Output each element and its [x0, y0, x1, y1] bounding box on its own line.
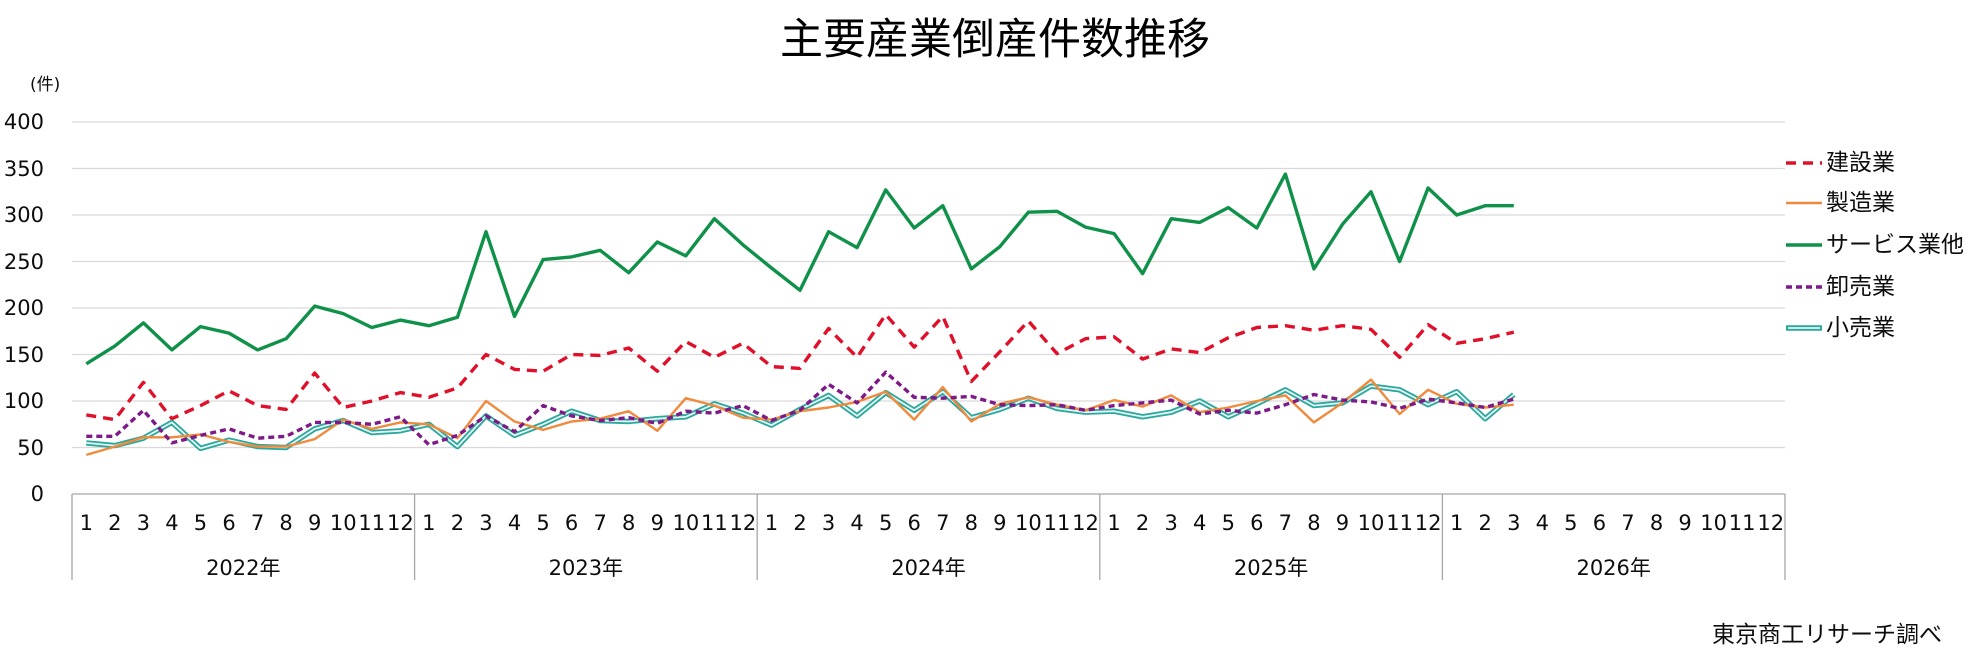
y-tick-label: 0	[30, 482, 44, 506]
x-month-label: 4	[165, 511, 179, 535]
y-tick-label: 100	[3, 389, 44, 413]
x-month-label: 2	[793, 511, 807, 535]
y-tick-label: 50	[17, 435, 44, 460]
x-month-label: 4	[1535, 511, 1549, 535]
series-services	[85, 172, 1514, 366]
legend-item-construction: 建設業	[1826, 150, 1895, 176]
x-month-label: 4	[1193, 511, 1207, 535]
x-month-label: 7	[250, 511, 265, 535]
series-wholesale	[86, 370, 1515, 447]
series-construction	[86, 312, 1515, 422]
x-month-label: 7	[1621, 511, 1635, 535]
x-month-label: 6	[222, 511, 236, 535]
x-month-label: 11	[701, 511, 728, 535]
x-month-label: 5	[193, 511, 208, 535]
y-tick-label: 350	[3, 156, 44, 181]
x-month-label: 2	[108, 511, 122, 535]
x-month-label: 12	[1757, 511, 1785, 535]
x-month-label: 6	[907, 511, 921, 535]
x-month-label: 5	[536, 511, 550, 535]
x-month-label: 1	[1449, 511, 1464, 535]
x-month-label: 4	[850, 511, 864, 535]
x-month-label: 4	[507, 511, 522, 535]
x-year-label: 2022年	[206, 556, 281, 580]
x-month-label: 10	[329, 511, 357, 535]
legend-swatches	[1786, 161, 1822, 331]
x-month-label: 1	[79, 511, 93, 535]
x-month-label: 1	[764, 511, 779, 535]
x-month-label: 3	[1507, 511, 1521, 535]
x-month-label: 8	[1649, 511, 1664, 535]
x-month-label: 2	[1135, 511, 1150, 535]
x-month-label: 5	[1564, 511, 1578, 535]
x-year-label: 2026年	[1576, 556, 1651, 580]
x-month-label: 1	[1107, 511, 1121, 535]
x-month-label: 3	[1164, 511, 1178, 535]
x-month-label: 10	[1015, 511, 1042, 535]
x-year-label: 2024年	[891, 556, 966, 580]
chart-title: 主要産業倒産件数推移	[780, 15, 1210, 65]
x-axis	[71, 493, 1786, 580]
x-month-label: 11	[1043, 511, 1071, 535]
x-month-label: 9	[993, 511, 1007, 535]
x-month-label: 3	[479, 511, 493, 535]
y-tick-label: 300	[3, 203, 44, 227]
x-month-label: 7	[936, 511, 950, 535]
x-month-label: 10	[1700, 511, 1727, 535]
source-credit: 東京商工リサーチ調べ	[1712, 622, 1942, 648]
y-tick-label: 150	[3, 342, 44, 367]
x-month-label: 12	[1072, 511, 1099, 535]
x-month-label: 5	[1221, 511, 1235, 535]
x-year-label: 2025年	[1233, 556, 1309, 580]
x-month-label: 3	[136, 511, 151, 535]
x-month-label: 7	[1278, 511, 1293, 535]
y-tick-label: 200	[3, 296, 44, 320]
x-month-label: 9	[307, 511, 322, 535]
x-month-label: 2	[1478, 511, 1492, 535]
x-month-label: 6	[564, 511, 579, 535]
x-month-label: 8	[279, 511, 293, 535]
x-month-label: 7	[593, 511, 607, 535]
x-month-label: 12	[1414, 511, 1442, 535]
y-tick-label: 250	[3, 249, 44, 274]
x-month-label: 10	[1357, 511, 1385, 535]
x-month-label: 8	[1307, 511, 1321, 535]
x-month-label: 12	[386, 511, 414, 535]
legend-item-services: サービス業他	[1826, 232, 1964, 258]
x-month-label: 9	[1335, 511, 1350, 535]
series-line-wholesale	[86, 370, 1515, 447]
x-month-label: 11	[1728, 511, 1756, 535]
legend-item-retail: 小売業	[1826, 315, 1895, 341]
x-month-label: 3	[821, 511, 836, 535]
x-month-label: 12	[729, 511, 757, 535]
x-month-label: 10	[672, 511, 700, 535]
x-month-label: 11	[1386, 511, 1413, 535]
x-month-label: 2	[450, 511, 465, 535]
x-month-label: 8	[964, 511, 978, 535]
x-month-label: 1	[422, 511, 436, 535]
x-month-label: 5	[878, 511, 893, 535]
series-lines	[85, 172, 1516, 457]
x-month-label: 9	[650, 511, 664, 535]
y-tick-label: 400	[3, 110, 44, 134]
x-month-label: 6	[1250, 511, 1264, 535]
legend-item-manufacturing: 製造業	[1826, 190, 1895, 216]
x-month-label: 11	[358, 511, 386, 535]
series-line-construction	[86, 312, 1515, 422]
x-year-label: 2023年	[548, 556, 624, 580]
series-line-services	[85, 172, 1514, 366]
x-month-label: 8	[622, 511, 636, 535]
y-axis-unit-label: (件)	[30, 75, 61, 95]
x-month-label: 9	[1678, 511, 1692, 535]
legend-item-wholesale: 卸売業	[1826, 274, 1895, 300]
x-month-label: 6	[1592, 511, 1607, 535]
